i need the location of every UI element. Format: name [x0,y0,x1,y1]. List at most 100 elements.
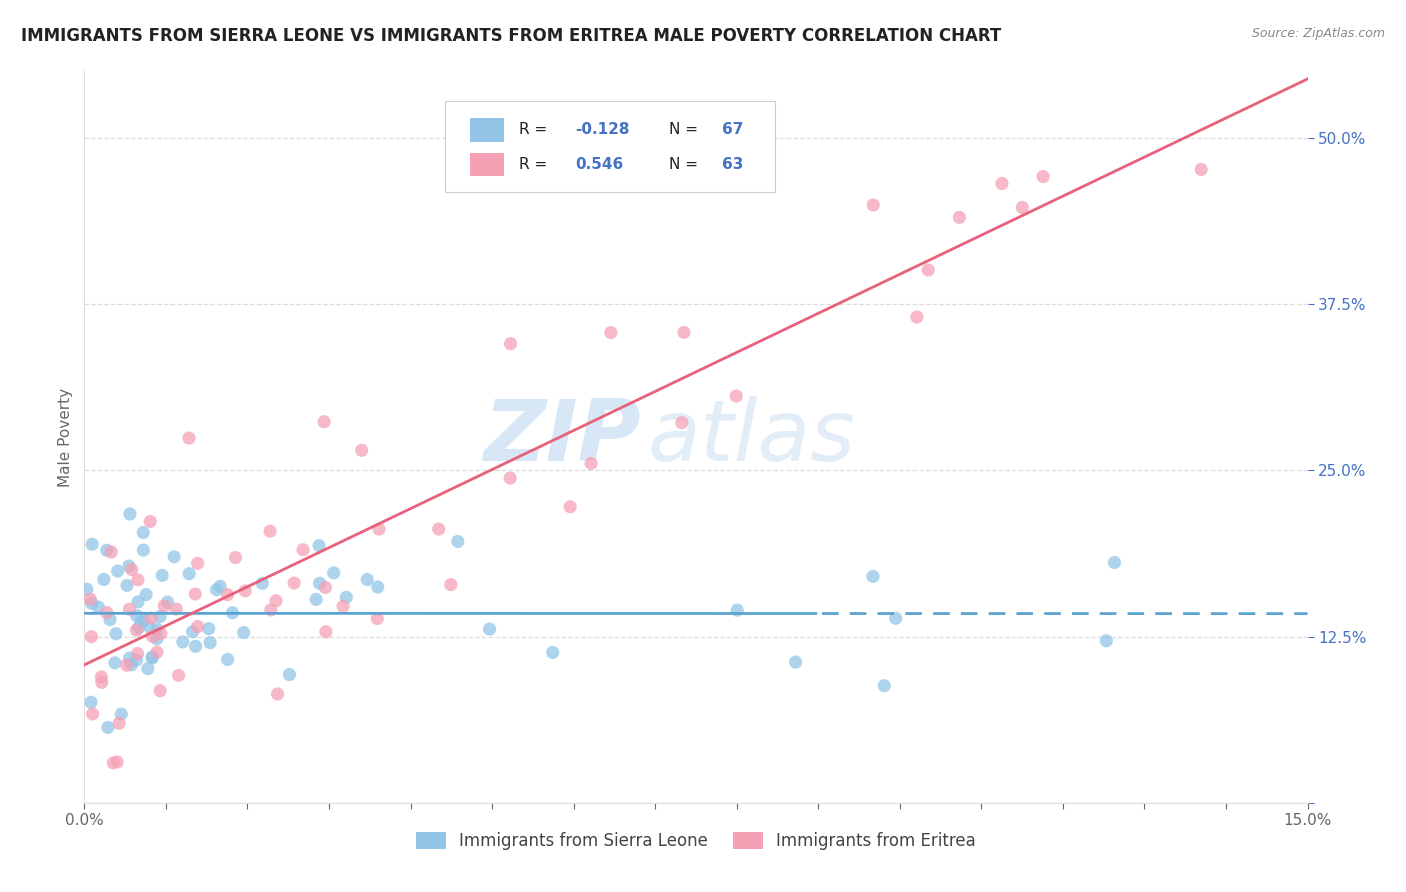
Point [163,549,186,564]
Point [118,651,141,665]
Point [90,670,112,684]
Point [308,576,330,591]
Point [366,611,388,625]
Point [948,211,970,225]
Point [1095,633,1118,648]
Point [672,326,695,340]
Point [127,647,149,661]
Point [105,755,128,769]
Point [314,581,336,595]
Legend: Immigrants from Sierra Leone, Immigrants from Eritrea: Immigrants from Sierra Leone, Immigrants… [409,825,983,856]
Point [198,635,221,649]
Point [150,568,173,582]
Point [314,415,336,429]
Point [121,563,143,577]
Text: Source: ZipAtlas.com: Source: ZipAtlas.com [1251,27,1385,40]
Point [308,539,330,553]
Point [322,566,344,580]
Point [139,515,162,529]
Point [671,416,693,430]
Point [187,619,209,633]
Point [217,588,239,602]
Point [80,630,103,644]
Y-axis label: Male Poverty: Male Poverty [58,387,73,487]
Point [350,443,373,458]
Point [873,679,896,693]
Point [478,622,501,636]
Point [76,582,98,597]
Text: IMMIGRANTS FROM SIERRA LEONE VS IMMIGRANTS FROM ERITREA MALE POVERTY CORRELATION: IMMIGRANTS FROM SIERRA LEONE VS IMMIGRAN… [21,27,1001,45]
Point [146,622,169,636]
Point [499,471,522,485]
Point [80,596,103,610]
Point [315,624,337,639]
Point [335,591,357,605]
Text: atlas: atlas [647,395,855,479]
Point [283,576,305,591]
Point [93,573,115,587]
Point [264,593,287,607]
Point [98,613,121,627]
Point [427,522,450,536]
Point [266,687,288,701]
Point [153,599,176,613]
Point [862,569,884,583]
Point [862,198,884,212]
Point [149,683,172,698]
Point [1032,169,1054,184]
Point [205,582,228,597]
Point [146,632,169,646]
Point [100,545,122,559]
Point [177,431,200,445]
Point [884,611,907,625]
Point [156,595,179,609]
Point [187,557,209,571]
Point [367,580,389,594]
Point [725,603,748,617]
Point [252,576,274,591]
Point [991,177,1014,191]
Point [82,706,104,721]
Point [233,583,256,598]
Point [221,606,243,620]
Point [579,457,602,471]
Point [224,550,246,565]
Point [541,645,564,659]
Text: R =: R = [519,157,551,172]
Point [785,655,807,669]
Point [96,543,118,558]
Point [125,623,148,637]
Point [440,577,463,591]
Point [217,652,239,666]
Point [125,653,148,667]
Point [1189,162,1212,177]
Text: R =: R = [519,122,551,137]
Point [184,640,207,654]
Point [132,525,155,540]
Point [447,534,470,549]
Point [599,326,621,340]
Point [132,543,155,558]
Point [149,609,172,624]
Point [499,336,522,351]
Text: ZIP: ZIP [484,395,641,479]
Point [135,588,157,602]
Point [172,635,194,649]
Point [141,649,163,664]
Point [139,621,162,635]
Point [134,613,156,627]
Point [560,500,582,514]
Point [115,658,138,673]
Bar [470,118,503,142]
Point [146,645,169,659]
Text: N =: N = [669,122,703,137]
Point [103,756,125,770]
Text: -0.128: -0.128 [575,122,630,137]
Point [120,657,142,672]
Point [125,608,148,623]
Point [141,651,163,665]
Point [87,600,110,615]
Point [80,695,103,709]
Point [278,667,301,681]
Point [725,389,748,403]
